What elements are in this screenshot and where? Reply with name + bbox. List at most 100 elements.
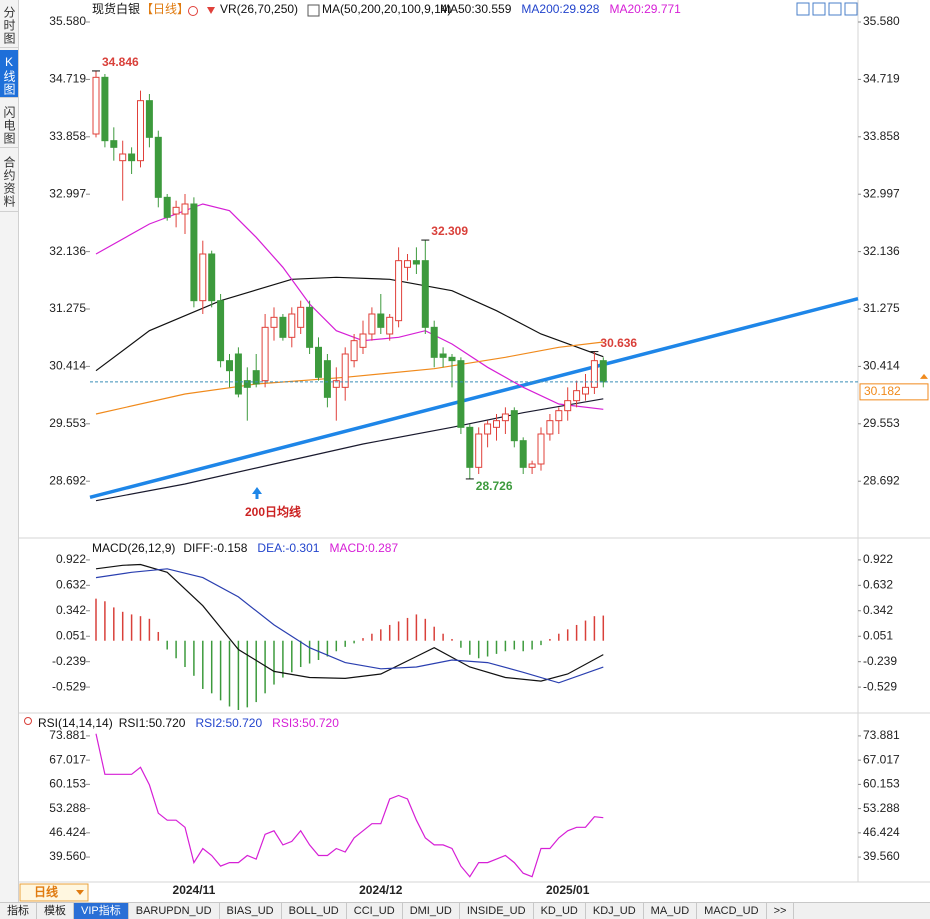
y-tick-label: 32.136 — [863, 244, 900, 258]
y-tick-label: 67.017 — [49, 752, 86, 766]
y-tick-label: 53.288 — [863, 801, 900, 815]
last-price-box — [859, 383, 929, 401]
period-dropdown[interactable] — [76, 890, 84, 895]
indicator-tab[interactable]: MA_UD — [644, 903, 698, 919]
period-selector-label[interactable]: 日线 — [34, 884, 58, 899]
candle-body — [137, 100, 144, 162]
indicator-line — [95, 398, 604, 502]
indicator-tab[interactable]: BOLL_UD — [282, 903, 347, 919]
indicator-line — [95, 341, 604, 415]
candle-body — [493, 420, 500, 428]
legend-entry: MA200:29.928 — [521, 2, 599, 16]
add-icon[interactable] — [188, 6, 198, 16]
candle-body — [181, 203, 189, 215]
y-tick-label: 60.153 — [49, 777, 86, 791]
indicator-tab[interactable]: DMI_UD — [403, 903, 460, 919]
legend-entry: RSI1:50.720 — [119, 716, 186, 730]
annotation-label: 32.309 — [431, 224, 468, 238]
restore-icon[interactable] — [828, 2, 842, 16]
candle-body — [546, 420, 554, 435]
candle-body — [261, 326, 269, 382]
ma-label: MA(50,200,20,100,9,14) — [322, 2, 451, 16]
y-tick-label: 46.424 — [863, 825, 900, 839]
zoom-in-icon[interactable] — [796, 2, 810, 16]
y-tick-label: 0.922 — [56, 552, 86, 566]
indicator-tab[interactable]: KD_UD — [534, 903, 586, 919]
y-tick-label: 73.881 — [863, 728, 900, 742]
indicator-tab[interactable]: INSIDE_UD — [460, 903, 534, 919]
y-tick-label: 67.017 — [863, 752, 900, 766]
y-tick-label: 29.553 — [863, 416, 900, 430]
candle-body — [119, 153, 127, 162]
candle-body — [208, 253, 216, 302]
y-tick-label: 33.858 — [49, 129, 86, 143]
y-tick-label: 31.275 — [863, 301, 900, 315]
y-tick-label: 0.051 — [56, 628, 86, 642]
y-tick-label: 35.580 — [863, 14, 900, 28]
indicator-tab[interactable]: KDJ_UD — [586, 903, 644, 919]
y-tick-label: 30.414 — [49, 359, 86, 373]
legend-entry: DIFF:-0.158 — [183, 541, 247, 555]
close-icon[interactable] — [844, 2, 858, 16]
candle-body — [190, 203, 198, 302]
indicator-tab[interactable]: >> — [767, 903, 795, 919]
indicator-tab[interactable]: 模板 — [37, 903, 74, 919]
sidebar-tab[interactable]: K线图 — [0, 50, 18, 98]
sidebar: 分时图 K线图闪电图合约资料 — [0, 0, 19, 919]
candle-body — [510, 410, 518, 442]
x-tick-label: 2024/12 — [359, 883, 403, 897]
dropdown-icon[interactable] — [207, 7, 215, 14]
candle-body — [101, 76, 109, 142]
indicator-line — [95, 568, 604, 684]
trend-line — [89, 296, 859, 500]
candle-body — [430, 326, 438, 358]
candle-body — [172, 206, 180, 215]
candle-body — [128, 153, 136, 162]
candle-body — [350, 340, 358, 362]
indicator-tab[interactable]: 指标 — [0, 903, 37, 919]
candle-body — [243, 380, 251, 388]
indicator-tab[interactable]: BARUPDN_UD — [129, 903, 220, 919]
candle-body — [306, 306, 314, 348]
candle-body — [404, 260, 411, 268]
y-tick-label: 28.692 — [863, 473, 900, 487]
settings-icon[interactable] — [24, 717, 32, 725]
last-price-label: 30.182 — [864, 384, 901, 398]
zoom-out-icon[interactable] — [812, 2, 826, 16]
candle-body — [501, 413, 509, 422]
candle-body — [92, 76, 100, 135]
y-tick-label: 31.275 — [49, 301, 86, 315]
candle-body — [217, 300, 225, 362]
y-tick-label: 32.997 — [863, 186, 900, 200]
sidebar-tab[interactable]: 合约资料 — [0, 150, 18, 212]
candle-body — [466, 426, 474, 468]
indicator-tab[interactable]: MACD_UD — [697, 903, 767, 919]
candle-body — [252, 370, 260, 385]
annotation-label: 30.636 — [600, 336, 637, 350]
indicator-tab[interactable]: VIP指标 — [74, 903, 129, 919]
candle-body — [323, 360, 331, 398]
period-label: 【日线】 — [141, 2, 189, 16]
y-tick-label: 0.632 — [56, 577, 86, 591]
candle-body — [582, 386, 589, 395]
y-tick-label: 29.553 — [49, 416, 86, 430]
vr-label: VR(26,70,250) — [220, 2, 298, 16]
candle-body — [590, 360, 598, 388]
y-tick-label: 32.136 — [49, 244, 86, 258]
legend-entry: MA20:29.771 — [609, 2, 681, 16]
candle-body — [279, 316, 287, 338]
sidebar-tab[interactable]: 闪电图 — [0, 100, 18, 148]
indicator-line — [95, 203, 604, 410]
candle-body — [386, 316, 394, 335]
y-tick-label: 39.560 — [49, 849, 86, 863]
period-selector[interactable] — [19, 883, 89, 902]
indicator-icon[interactable] — [307, 4, 320, 17]
sidebar-tab[interactable]: 分时图 — [0, 0, 18, 48]
chart-background — [18, 0, 930, 902]
legend-entry: RSI2:50.720 — [195, 716, 262, 730]
candle-body — [573, 390, 581, 402]
indicator-tab[interactable]: CCI_UD — [347, 903, 403, 919]
y-tick-label: -0.239 — [52, 654, 86, 668]
indicator-tab[interactable]: BIAS_UD — [220, 903, 282, 919]
